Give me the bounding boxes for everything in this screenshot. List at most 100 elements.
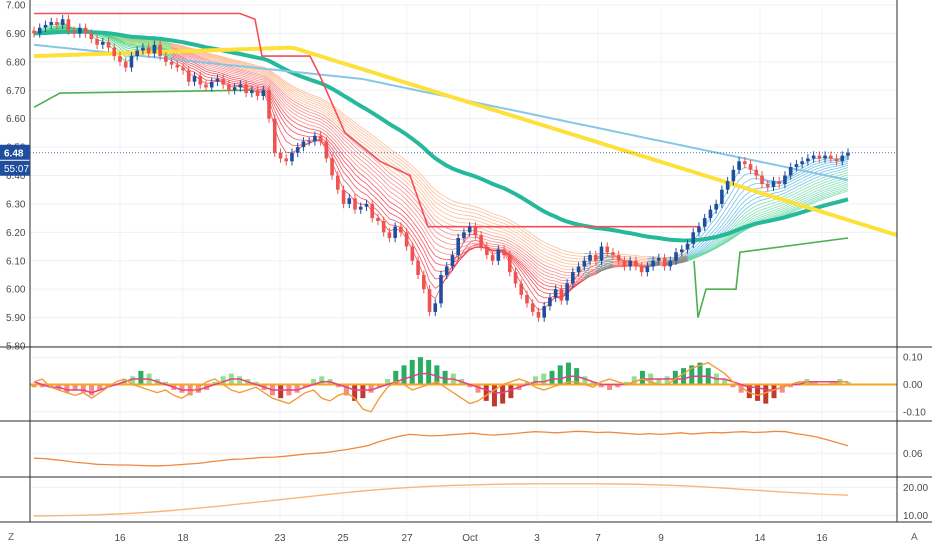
ribbon-line bbox=[165, 44, 172, 47]
ribbon-line bbox=[182, 46, 189, 50]
ribbon-line bbox=[309, 106, 316, 110]
histogram-bar bbox=[352, 384, 358, 401]
ribbon-line bbox=[131, 44, 138, 46]
ribbon-line bbox=[200, 54, 207, 58]
ribbon-line bbox=[801, 164, 809, 169]
ribbon-line bbox=[750, 205, 757, 210]
ribbon-line bbox=[520, 276, 528, 286]
ribbon-line bbox=[394, 181, 402, 187]
corner-left-label[interactable]: Z bbox=[8, 532, 14, 543]
ribbon-line bbox=[773, 210, 780, 213]
ribbon-line bbox=[314, 119, 321, 123]
ribbon-line bbox=[217, 60, 224, 64]
ribbon-line bbox=[526, 236, 533, 242]
ribbon-line bbox=[824, 196, 831, 199]
candle-body bbox=[106, 41, 111, 48]
ribbon-line bbox=[165, 41, 172, 44]
ribbon-line bbox=[314, 95, 321, 99]
ribbon-line bbox=[773, 208, 780, 211]
ribbon-line bbox=[435, 230, 442, 236]
ribbon-line bbox=[320, 99, 327, 104]
ribbon-line bbox=[400, 181, 407, 187]
x-tick-label: 18 bbox=[177, 533, 189, 544]
candle-body bbox=[708, 209, 713, 219]
ribbon-line bbox=[790, 175, 797, 180]
ribbon-line bbox=[526, 249, 533, 255]
ribbon-line bbox=[194, 55, 201, 59]
ribbon-line bbox=[521, 229, 528, 235]
ribbon-line bbox=[309, 101, 316, 105]
ribbon-line bbox=[142, 39, 149, 41]
histogram-bar bbox=[590, 381, 596, 385]
ribbon-line bbox=[813, 184, 820, 188]
ribbon-line bbox=[544, 274, 551, 278]
ribbon-line bbox=[51, 26, 57, 29]
candle-body bbox=[525, 294, 529, 304]
ribbon-line bbox=[337, 139, 344, 148]
ribbon-line bbox=[125, 47, 132, 50]
ribbon-line bbox=[309, 128, 315, 131]
ribbon-line bbox=[486, 233, 493, 237]
ribbon-line bbox=[417, 193, 425, 202]
candle-body bbox=[559, 289, 564, 301]
ribbon-line bbox=[245, 73, 252, 76]
ribbon-line bbox=[715, 224, 723, 233]
ribbon-line bbox=[842, 188, 849, 192]
ribbon-line bbox=[779, 212, 786, 216]
ribbon-line bbox=[205, 56, 212, 60]
ribbon-line bbox=[538, 264, 545, 269]
ribbon-line bbox=[291, 92, 298, 97]
ribbon-line bbox=[297, 128, 304, 132]
ribbon-line bbox=[165, 44, 172, 47]
ribbon-line bbox=[366, 133, 373, 139]
candle-body bbox=[548, 297, 552, 307]
ribbon-line bbox=[635, 256, 642, 259]
ribbon-line bbox=[480, 211, 488, 215]
ribbon-line bbox=[567, 254, 573, 256]
ribbon-line bbox=[263, 79, 270, 85]
ribbon-line bbox=[738, 221, 746, 228]
ribbon-line bbox=[710, 223, 717, 231]
ribbon-line bbox=[486, 230, 493, 234]
ribbon-line bbox=[394, 185, 402, 191]
ribbon-line bbox=[538, 241, 545, 246]
ribbon-line bbox=[801, 161, 809, 166]
ribbon-line bbox=[251, 78, 258, 81]
ribbon-line bbox=[234, 60, 241, 63]
histogram-bar bbox=[31, 384, 37, 388]
ribbon-line bbox=[538, 301, 545, 304]
candle-body bbox=[536, 311, 541, 318]
x-tick-label: 16 bbox=[816, 533, 828, 544]
histogram-bar bbox=[360, 384, 366, 399]
ribbon-line bbox=[498, 244, 505, 247]
ribbon-line bbox=[446, 227, 453, 231]
ribbon-line bbox=[228, 62, 235, 65]
ribbon-line bbox=[767, 216, 774, 220]
ribbon-line bbox=[521, 244, 528, 250]
ribbon-line bbox=[360, 197, 367, 201]
ribbon-line bbox=[538, 270, 545, 276]
ribbon-line bbox=[435, 255, 442, 260]
ribbon-line bbox=[45, 28, 52, 32]
ribbon-line bbox=[320, 124, 327, 130]
ribbon-line bbox=[131, 41, 138, 44]
ribbon-line bbox=[801, 194, 809, 199]
ribbon-line bbox=[555, 271, 562, 275]
ribbon-line bbox=[268, 70, 276, 76]
corner-right-label[interactable]: A bbox=[911, 532, 918, 543]
ribbon-line bbox=[240, 71, 247, 75]
ribbon-line bbox=[56, 27, 63, 30]
ribbon-line bbox=[200, 56, 207, 60]
ribbon-line bbox=[842, 167, 849, 170]
ribbon-line bbox=[836, 192, 843, 196]
ribbon-line bbox=[515, 266, 522, 277]
ribbon-line bbox=[538, 244, 545, 250]
ribbon-line bbox=[314, 105, 321, 109]
ribbon-line bbox=[515, 241, 522, 246]
candle-body bbox=[599, 246, 604, 261]
ribbon-line bbox=[240, 81, 247, 85]
ribbon-line bbox=[383, 163, 390, 170]
ribbon-line bbox=[406, 209, 413, 217]
ribbon-line bbox=[538, 248, 545, 253]
ribbon-line bbox=[309, 117, 316, 121]
